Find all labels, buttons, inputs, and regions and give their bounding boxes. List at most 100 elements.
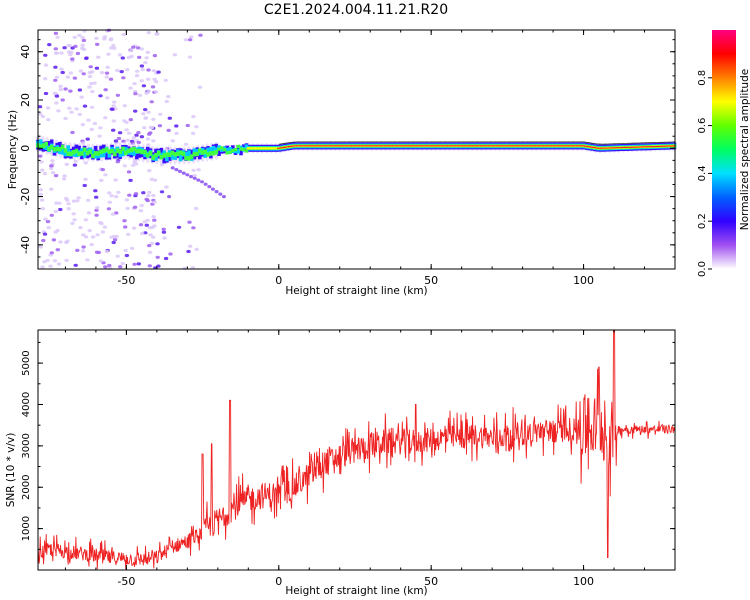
- spectral-speckle: [53, 31, 59, 35]
- ridge-cell: [628, 146, 632, 148]
- ridge-cell: [340, 145, 344, 147]
- spectral-speckle: [55, 35, 60, 39]
- spectral-speckle: [40, 265, 45, 269]
- spectral-speckle: [98, 126, 103, 130]
- spectral-speckle: [149, 126, 155, 130]
- spectral-speckle: [129, 49, 134, 53]
- y-tick-label: 20: [19, 93, 32, 107]
- ridge-cell: [348, 145, 352, 147]
- spectral-speckle: [141, 112, 146, 116]
- ridge-cell: [329, 145, 333, 147]
- ridge-cell: [265, 147, 270, 150]
- spectral-speckle: [151, 235, 156, 239]
- ridge-cell: [567, 145, 572, 147]
- ridge-cell: [622, 146, 627, 148]
- spectral-speckle: [89, 243, 94, 247]
- spectral-speckle: [39, 198, 45, 202]
- spectral-speckle: [189, 35, 194, 39]
- spectral-speckle: [71, 212, 76, 216]
- ridge-cell: [301, 145, 306, 147]
- spectral-speckle: [157, 124, 163, 128]
- ridge-cell: [353, 145, 358, 147]
- spectral-speckle: [54, 94, 60, 98]
- ridge-cell: [381, 145, 385, 147]
- ridge-cell: [548, 145, 553, 147]
- ridge-cell: [271, 147, 275, 150]
- ridge-cell: [526, 145, 531, 147]
- spectral-speckle: [49, 251, 54, 255]
- spectral-speckle: [68, 89, 73, 93]
- spectral-speckle: [186, 249, 191, 254]
- branch-point: [178, 169, 182, 173]
- spectral-speckle: [111, 128, 116, 132]
- ridge-cell: [545, 145, 550, 147]
- x-axis-label: Height of straight line (km): [285, 585, 427, 597]
- spectral-speckle: [141, 191, 146, 195]
- spectral-speckle: [183, 38, 188, 42]
- spectral-speckle: [59, 51, 64, 55]
- ridge-cell: [672, 145, 676, 147]
- ridge-cell: [96, 151, 101, 156]
- y-tick-label: 40: [19, 45, 32, 59]
- x-tick-label: -50: [117, 274, 135, 287]
- spectral-speckle: [72, 163, 78, 167]
- ridge-cell: [589, 146, 594, 148]
- spectral-speckle: [164, 185, 169, 189]
- spectral-speckle: [113, 139, 119, 143]
- spectral-speckle: [188, 244, 193, 248]
- ridge-cell: [611, 147, 616, 149]
- ridge-cell: [126, 148, 131, 153]
- spectral-speckle: [68, 53, 73, 57]
- spectral-speckle: [55, 248, 60, 252]
- x-tick-label: -50: [117, 575, 135, 588]
- ridge-cell: [471, 145, 476, 147]
- spectral-speckle: [66, 50, 72, 54]
- ridge-cell: [74, 148, 79, 154]
- branch-point: [203, 182, 208, 186]
- ridge-cell: [167, 152, 172, 157]
- branch-point: [218, 192, 223, 196]
- spectral-speckle: [109, 235, 114, 239]
- colorbar: [712, 30, 736, 269]
- spectral-speckle: [87, 74, 93, 79]
- x-tick-label: 0: [275, 575, 282, 588]
- spectral-speckle: [97, 134, 102, 138]
- ridge-cell: [312, 145, 317, 147]
- spectral-speckle: [94, 208, 99, 212]
- ridge-cell: [47, 146, 51, 152]
- ridge-cell: [91, 153, 95, 159]
- spectral-speckle: [58, 207, 63, 212]
- ridge-cell: [501, 145, 506, 147]
- spectral-speckle: [94, 213, 99, 217]
- spectral-speckle: [134, 74, 140, 78]
- spectrogram-frame: [37, 29, 676, 270]
- spectral-speckle: [67, 44, 72, 48]
- ridge-cell: [559, 145, 564, 147]
- ridge-cell: [422, 145, 426, 147]
- ridge-cell: [241, 147, 246, 151]
- spectral-speckle: [94, 195, 99, 199]
- ridge-cell: [187, 150, 191, 157]
- spectral-speckle: [68, 71, 74, 75]
- ridge-cell: [151, 155, 155, 160]
- branch-point: [181, 171, 186, 175]
- ridge-cell: [41, 143, 46, 148]
- spectral-speckle: [53, 209, 58, 214]
- spectral-speckle: [53, 174, 59, 178]
- ridge-cell: [148, 151, 153, 156]
- spectral-speckle: [136, 46, 141, 50]
- ridge-cell: [586, 146, 591, 148]
- spectral-speckle: [80, 43, 85, 47]
- spectral-speckle: [194, 247, 199, 251]
- spectral-speckle: [72, 76, 78, 80]
- ridge-cell: [260, 147, 264, 150]
- ridge-cell: [416, 145, 421, 147]
- spectral-speckle: [57, 201, 62, 205]
- spectral-speckle: [99, 178, 104, 182]
- ridge-cell: [162, 153, 166, 164]
- ridge-cell: [438, 145, 443, 147]
- spectral-speckle: [126, 170, 132, 174]
- spectral-speckle: [83, 177, 88, 181]
- spectral-speckle: [112, 238, 118, 242]
- spectral-speckle: [104, 75, 110, 79]
